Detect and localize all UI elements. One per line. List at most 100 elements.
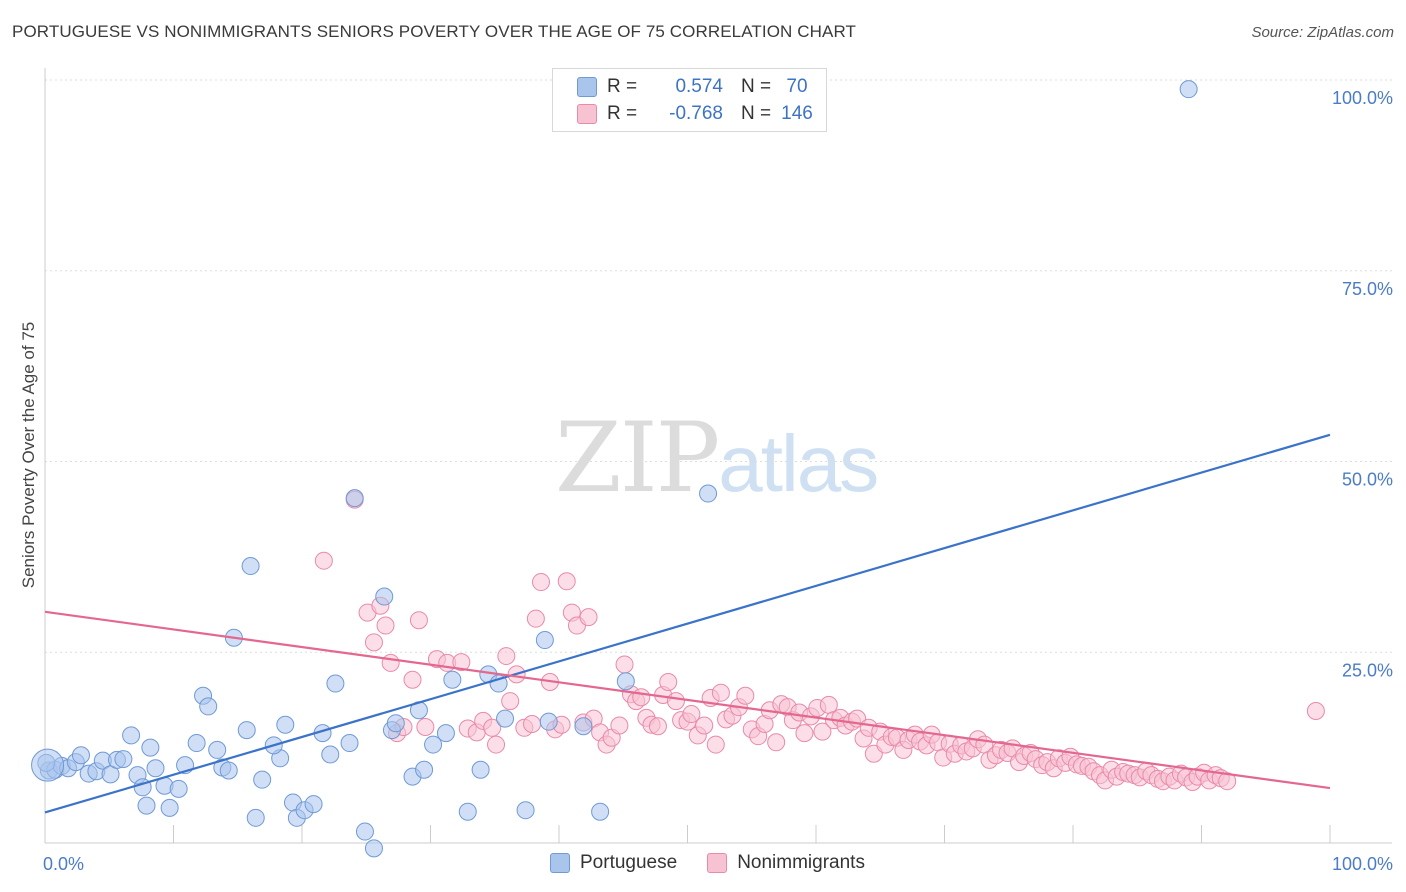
data-point <box>187 734 206 753</box>
data-point <box>241 557 260 576</box>
legend-label-nonimmigrants: Nonimmigrants <box>737 852 865 873</box>
data-point <box>648 717 667 736</box>
data-point <box>1179 80 1198 99</box>
data-point <box>496 709 515 728</box>
data-point <box>615 655 634 674</box>
stats-legend: R = 0.574 N = 70 R = -0.768 N = 146 <box>552 68 827 132</box>
data-point <box>695 716 714 735</box>
trend-line-portuguese <box>44 433 1331 814</box>
data-point <box>199 697 218 716</box>
data-point <box>314 551 333 570</box>
data-point <box>71 746 90 765</box>
data-point <box>666 692 685 711</box>
data-point <box>276 715 295 734</box>
data-point <box>376 616 395 635</box>
data-point <box>416 718 435 737</box>
data-point <box>415 760 434 779</box>
data-point <box>501 692 520 711</box>
data-point <box>539 712 558 731</box>
data-point <box>659 673 678 692</box>
legend-n-label: N = <box>741 76 772 97</box>
legend-r-value: 0.574 <box>675 76 723 97</box>
data-point <box>114 750 133 769</box>
data-point <box>443 670 462 689</box>
data-point <box>141 738 160 757</box>
data-point <box>516 801 535 820</box>
data-point <box>375 587 394 606</box>
data-point <box>31 748 65 782</box>
data-point <box>146 759 165 778</box>
data-point <box>535 631 554 650</box>
data-point <box>237 721 256 740</box>
legend-r-label: R = <box>607 103 638 124</box>
data-point <box>813 722 832 741</box>
data-point <box>706 735 725 754</box>
data-point <box>345 489 364 508</box>
x-tick-label: 100.0% <box>1332 854 1393 874</box>
data-point <box>736 686 755 705</box>
data-point <box>610 716 629 735</box>
y-tick-label: 25.0% <box>1342 660 1393 680</box>
watermark-zip: ZIP <box>555 402 720 514</box>
data-point <box>246 808 265 827</box>
legend-item-portuguese[interactable]: Portuguese <box>550 852 677 874</box>
legend-r-value: -0.768 <box>669 103 723 124</box>
data-point <box>355 822 374 841</box>
legend-n-label: N = <box>741 103 772 124</box>
y-tick-label: 50.0% <box>1342 470 1393 490</box>
data-point <box>403 670 422 689</box>
data-point <box>208 740 227 759</box>
data-point <box>591 802 610 821</box>
data-point <box>436 724 455 743</box>
series-nonimmigrants <box>314 490 1325 791</box>
data-point <box>532 573 551 592</box>
data-point <box>458 802 477 821</box>
data-point <box>767 733 786 752</box>
data-point <box>137 796 156 815</box>
data-point <box>219 761 238 780</box>
data-point <box>632 688 651 707</box>
y-tick-label: 75.0% <box>1342 279 1393 299</box>
data-point <box>424 735 443 754</box>
source-label: Source: ZipAtlas.com <box>1251 24 1394 41</box>
trend-lines <box>44 433 1331 814</box>
data-point <box>579 608 598 627</box>
chart-title: PORTUGUESE VS NONIMMIGRANTS SENIORS POVE… <box>12 22 856 41</box>
y-axis-title: Seniors Poverty Over the Age of 75 <box>19 322 38 588</box>
data-point <box>409 611 428 630</box>
data-point <box>795 724 814 743</box>
data-point <box>340 734 359 753</box>
axes <box>44 68 1392 844</box>
data-point <box>1306 702 1325 721</box>
watermark-atlas: atlas <box>718 419 879 508</box>
data-point <box>386 714 405 733</box>
data-point <box>169 779 188 798</box>
data-point <box>523 714 542 733</box>
data-point <box>699 484 718 503</box>
data-point <box>364 839 383 858</box>
data-point <box>364 633 383 652</box>
data-point <box>321 745 340 764</box>
legend-swatch-portuguese <box>550 853 570 873</box>
data-point <box>487 735 506 754</box>
data-point <box>452 653 471 672</box>
data-point <box>326 674 345 693</box>
data-point <box>253 770 272 789</box>
series-portuguese <box>31 80 1198 858</box>
data-point <box>526 609 545 628</box>
data-point <box>1218 772 1237 791</box>
data-point <box>160 798 179 817</box>
data-point <box>304 795 323 814</box>
data-point <box>682 705 701 724</box>
legend-row-portuguese: R = 0.574 N = 70 <box>577 74 819 100</box>
watermark: ZIPatlas <box>555 402 879 514</box>
legend-item-nonimmigrants[interactable]: Nonimmigrants <box>707 852 865 874</box>
tick-labels: 25.0% 50.0% 75.0% 100.0% 0.0% 100.0% <box>43 88 1393 874</box>
legend-row-nonimmigrants: R = -0.768 N = 146 <box>577 101 819 127</box>
legend-swatch-portuguese <box>577 77 597 97</box>
legend-r-label: R = <box>607 76 638 97</box>
series-legend: Portuguese Nonimmigrants <box>550 852 895 874</box>
trend-line-nonimmigrants <box>44 610 1331 790</box>
data-point <box>616 672 635 691</box>
